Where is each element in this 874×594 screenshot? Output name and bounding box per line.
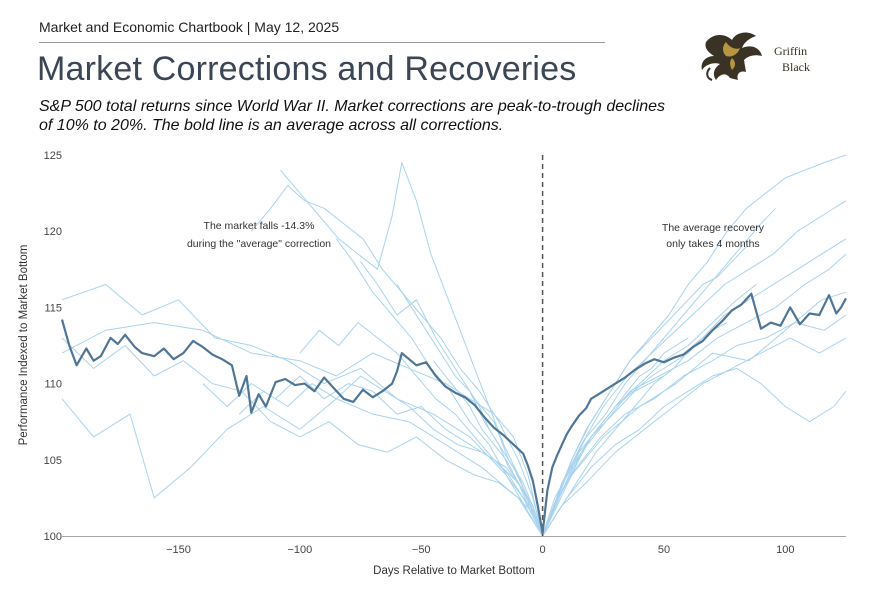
y-axis-ticks: 100 105 110 115 120 125 [44,150,62,543]
correction-series-line-10 [396,246,747,537]
correction-series-line-5 [61,253,847,537]
x-tick-label: −150 [166,544,191,556]
correction-series-line-8 [360,207,776,537]
x-tick-label: 50 [658,544,670,556]
x-axis-label: Days Relative to Market Bottom [373,565,535,577]
x-tick-label: 100 [776,544,794,556]
correction-series-line-3 [250,185,847,537]
x-axis-ticks: −150 −100 −50 0 50 100 [166,544,794,556]
y-tick-label: 105 [44,455,62,467]
correction-series-line-1 [61,238,847,537]
y-tick-label: 120 [44,226,62,238]
average-correction-line [60,292,847,535]
griffin-emblem-icon [701,32,762,81]
annotation-fall-line2: during the "average" correction [187,238,331,250]
annotation-recovery-line1: The average recovery [662,222,765,234]
x-tick-label: −100 [287,544,312,556]
correction-series-line-4 [280,154,847,537]
correction-series-line-14 [335,238,728,537]
x-tick-label: −50 [412,544,431,556]
x-tick-label: 0 [540,544,546,556]
correction-series-line-12 [469,375,665,537]
average-series-path [60,292,847,535]
y-tick-label: 100 [44,531,62,543]
y-tick-label: 125 [44,150,62,162]
correction-series-line-7 [61,314,847,537]
chart-subtitle: S&P 500 total returns since World War II… [39,98,666,134]
annotation-fall-line1: The market falls -14.3% [204,220,315,232]
correction-series-line-11 [433,337,689,537]
logo-text-griffin: Griffin [774,44,808,58]
y-tick-label: 110 [44,379,62,391]
correction-series-line-13 [202,337,847,537]
y-tick-label: 115 [44,302,62,314]
logo-text-black: Black [782,60,810,74]
griffin-black-logo: Griffin Black [696,28,836,86]
chartbook-header: Market and Economic Chartbook | May 12, … [39,19,340,35]
correction-series-line-2 [61,291,847,537]
individual-correction-lines [61,154,847,537]
annotation-recovery-line2: only takes 4 months [666,238,759,250]
y-axis-label: Performance Indexed to Market Bottom [18,245,30,446]
header-divider [39,42,605,43]
page-title: Market Corrections and Recoveries [37,50,577,88]
